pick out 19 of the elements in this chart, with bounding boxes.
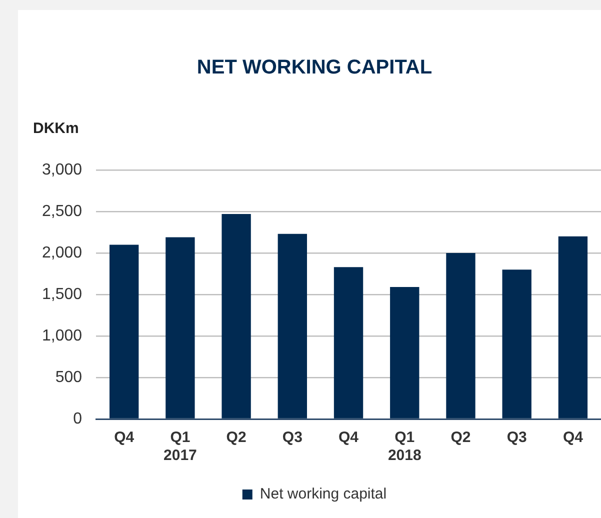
x-tick-label: Q2 <box>226 429 246 446</box>
x-tick-label: Q1 2017 <box>164 429 197 464</box>
x-tick-label: Q1 2018 <box>388 429 422 464</box>
y-tick-label: 1,000 <box>42 327 82 344</box>
legend-label: Net working capital <box>260 486 387 503</box>
y-tick-label: 1,500 <box>42 286 82 303</box>
y-tick-label: 500 <box>55 368 82 386</box>
x-tick-label: Q3 <box>506 429 527 446</box>
x-tick-label: Q2 <box>450 429 471 446</box>
y-tick-label: 3,000 <box>42 161 82 178</box>
x-tick-label: Q4 <box>562 429 584 446</box>
x-tick-label: Q4 <box>114 429 135 446</box>
x-tick-label: Q4 <box>338 429 360 446</box>
y-tick-label: 0 <box>73 410 82 428</box>
chart-title: NET WORKING CAPITAL <box>196 56 432 79</box>
x-tick-label: Q3 <box>282 429 302 446</box>
y-tick-label: 2,500 <box>42 202 82 220</box>
y-tick-label: 2,000 <box>42 244 82 262</box>
y-axis-title: DKKm <box>33 120 79 137</box>
